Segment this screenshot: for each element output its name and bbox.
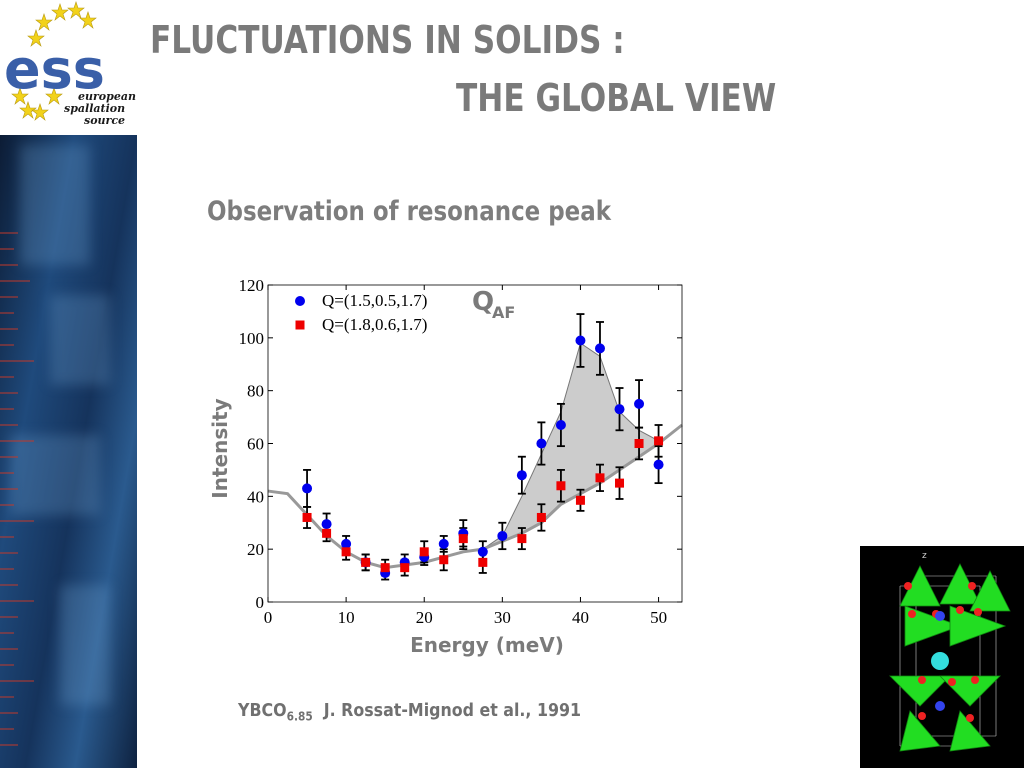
- citation: YBCO6.85 J. Rossat-Mignod et al., 1991: [238, 700, 581, 724]
- data-point-series1: [341, 538, 352, 549]
- q-af-subscript: AF: [492, 303, 515, 322]
- y-tick-label: 60: [247, 435, 264, 454]
- data-point-series2: [322, 528, 332, 538]
- data-point-series2: [400, 563, 410, 573]
- star-ring-icon: [11, 1, 97, 121]
- data-point-series1: [497, 530, 508, 541]
- citation-reference: J. Rossat-Mignod et al., 1991: [323, 700, 582, 721]
- data-point-series2: [517, 534, 527, 544]
- crystal-structure-image: z: [860, 546, 1024, 768]
- y-tick-label: 100: [239, 329, 265, 348]
- ruler-marks: [0, 232, 34, 746]
- citation-compound: YBCO: [238, 700, 287, 721]
- data-point-series2: [615, 478, 625, 488]
- data-point-series2: [361, 557, 371, 567]
- decorative-sidebar: [0, 135, 137, 768]
- citation-subscript: 6.85: [286, 709, 313, 724]
- data-point-series1: [536, 438, 547, 449]
- legend-marker-series2: [295, 320, 305, 330]
- baseline-curve: [267, 423, 683, 570]
- data-point-series2: [458, 534, 468, 544]
- slide-title-line2: THE GLOBAL VIEW: [456, 76, 777, 120]
- data-point-series2: [575, 495, 585, 505]
- logo-line3: source: [84, 114, 125, 127]
- legend-marker-series1: [295, 296, 305, 306]
- x-tick-label: 20: [416, 608, 433, 627]
- x-tick-label: 50: [650, 608, 667, 627]
- y-tick-label: 20: [247, 540, 264, 559]
- y-tick-label: 0: [256, 593, 265, 612]
- logo-line2: spallation: [64, 102, 125, 115]
- q-af-annotation: Q: [472, 287, 494, 317]
- data-point-series1: [594, 343, 605, 354]
- data-point-series1: [634, 398, 645, 409]
- data-point-series1: [653, 459, 664, 470]
- data-point-series2: [419, 547, 429, 557]
- resonance-chart: 0 10 20 30 40 50 0 20 40 60 80 100 120 Energy (meV) In…: [208, 276, 683, 657]
- data-point-series2: [595, 473, 605, 483]
- logo-line1: european: [78, 90, 136, 103]
- slide-subtitle: Observation of resonance peak: [207, 196, 611, 227]
- data-point-series2: [536, 512, 546, 522]
- y-tick-label: 80: [247, 382, 264, 401]
- y-axis-label: Intensity: [208, 398, 232, 498]
- data-point-series2: [478, 557, 488, 567]
- data-point-series1: [614, 404, 625, 415]
- slide-title-line1: FLUCTUATIONS IN SOLIDS :: [150, 18, 625, 62]
- x-tick-label: 40: [572, 608, 589, 627]
- crystal-axis-label: z: [922, 551, 927, 561]
- x-tick-label: 0: [264, 608, 273, 627]
- logo-ess-text: ess: [4, 38, 105, 101]
- data-point-series2: [556, 481, 566, 491]
- ess-logo: ess european spallation source: [0, 0, 137, 132]
- data-point-series1: [321, 519, 332, 530]
- crystal-structure-graphic: z: [889, 551, 1011, 752]
- data-point-series2: [634, 439, 644, 448]
- data-point-series1: [477, 546, 488, 557]
- ess-logo-graphic: ess european spallation source: [4, 1, 136, 127]
- resonance-shaded-area: [482, 342, 660, 550]
- data-point-series2: [341, 547, 351, 557]
- data-point-series1: [575, 335, 586, 346]
- data-point-series1: [516, 470, 527, 481]
- data-point-series1: [555, 420, 566, 431]
- x-axis-label: Energy (meV): [410, 633, 564, 657]
- legend-label-series2: Q=(1.8,0.6,1.7): [322, 315, 427, 334]
- data-point-series2: [302, 512, 312, 522]
- x-tick-label: 30: [494, 608, 511, 627]
- data-point-series1: [438, 538, 449, 549]
- x-tick-label: 10: [338, 608, 355, 627]
- data-point-series2: [654, 436, 664, 446]
- data-point-series2: [439, 555, 449, 565]
- legend-label-series1: Q=(1.5,0.5,1.7): [322, 291, 427, 310]
- data-point-series1: [302, 483, 313, 494]
- y-tick-label: 120: [239, 276, 265, 295]
- data-point-series2: [380, 563, 390, 573]
- y-tick-label: 40: [247, 487, 264, 506]
